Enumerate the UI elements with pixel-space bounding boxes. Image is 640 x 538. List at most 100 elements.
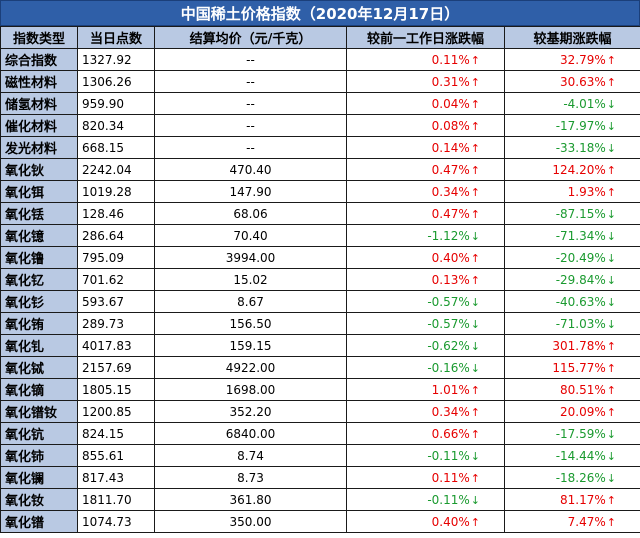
avg-price: 8.74	[154, 444, 347, 467]
day-change-value: 0.11%	[431, 52, 470, 67]
day-change-value: -1.12%	[427, 228, 470, 243]
arrow-up-icon: ↑	[470, 471, 480, 485]
points-value: 2242.04	[82, 162, 132, 177]
avg-price: 15.02	[154, 268, 347, 291]
avg-price-value: 1698.00	[225, 382, 276, 397]
arrow-up-icon: ↑	[470, 75, 480, 89]
index-name-value: 氧化钐	[5, 296, 45, 311]
base-change: 115.77%↑	[504, 356, 640, 379]
day-change: 0.40%↑	[346, 246, 505, 269]
points-value: 701.62	[82, 272, 124, 287]
index-name-value: 氧化镥	[5, 252, 45, 267]
index-name: 氧化钆	[0, 334, 78, 357]
base-change: 32.79%↑	[504, 48, 640, 71]
table-row: 储氢材料 959.90 -- 0.04%↑ -4.01%↓	[0, 92, 640, 115]
points-value: 1811.70	[82, 492, 132, 507]
points-value: 1019.28	[82, 184, 132, 199]
arrow-up-icon: ↑	[470, 141, 480, 155]
avg-price-value: 361.80	[229, 492, 272, 507]
day-change: 0.34%↑	[346, 180, 505, 203]
avg-price: 350.00	[154, 510, 347, 533]
day-change-value: 0.04%	[431, 96, 470, 111]
arrow-up-icon: ↑	[470, 53, 480, 67]
day-change: -0.57%↓	[346, 290, 505, 313]
points: 1200.85	[77, 400, 155, 423]
table-row: 氧化钪 824.15 6840.00 0.66%↑ -17.59%↓	[0, 422, 640, 445]
index-name-value: 发光材料	[5, 142, 58, 157]
index-name-value: 氧化铥	[5, 208, 45, 223]
day-change: 0.11%↑	[346, 48, 505, 71]
points-value: 855.61	[82, 448, 124, 463]
header-points: 当日点数	[77, 26, 155, 49]
base-change: -87.15%↓	[504, 202, 640, 225]
day-change: 0.47%↑	[346, 202, 505, 225]
arrow-down-icon: ↓	[606, 251, 616, 265]
table-row: 氧化铈 855.61 8.74 -0.11%↓ -14.44%↓	[0, 444, 640, 467]
arrow-down-icon: ↓	[470, 449, 480, 463]
base-change: -17.59%↓	[504, 422, 640, 445]
arrow-up-icon: ↑	[470, 97, 480, 111]
avg-price-value: 70.40	[233, 228, 268, 243]
arrow-down-icon: ↓	[606, 317, 616, 331]
points-value: 286.64	[82, 228, 124, 243]
avg-price-value: 350.00	[229, 514, 272, 529]
day-change-value: -0.11%	[427, 448, 470, 463]
avg-price: 361.80	[154, 488, 347, 511]
avg-price: 1698.00	[154, 378, 347, 401]
points: 286.64	[77, 224, 155, 247]
arrow-down-icon: ↓	[606, 273, 616, 287]
avg-price-value: 8.74	[237, 448, 264, 463]
day-change-value: 0.14%	[431, 140, 470, 155]
avg-price: 156.50	[154, 312, 347, 335]
day-change: 0.40%↑	[346, 510, 505, 533]
day-change: 0.47%↑	[346, 158, 505, 181]
index-name-value: 氧化镨钕	[5, 406, 58, 421]
index-name-value: 氧化镱	[5, 230, 45, 245]
arrow-up-icon: ↑	[606, 339, 616, 353]
day-change: -0.62%↓	[346, 334, 505, 357]
day-change-value: -0.16%	[427, 360, 470, 375]
avg-price: 159.15	[154, 334, 347, 357]
arrow-up-icon: ↑	[470, 515, 480, 529]
base-change: -18.26%↓	[504, 466, 640, 489]
index-name: 氧化铈	[0, 444, 78, 467]
avg-price: 3994.00	[154, 246, 347, 269]
arrow-down-icon: ↓	[470, 317, 480, 331]
day-change-value: -0.62%	[427, 338, 470, 353]
day-change: -0.57%↓	[346, 312, 505, 335]
base-change: 81.17%↑	[504, 488, 640, 511]
arrow-down-icon: ↓	[606, 427, 616, 441]
base-change-value: -71.34%	[555, 228, 606, 243]
header-row: 指数类型 当日点数 结算均价（元/千克） 较前一工作日涨跌幅 较基期涨跌幅	[0, 26, 640, 49]
index-name: 氧化钬	[0, 158, 78, 181]
avg-price-value: 156.50	[229, 316, 272, 331]
points: 4017.83	[77, 334, 155, 357]
arrow-down-icon: ↓	[606, 471, 616, 485]
index-name: 氧化镨	[0, 510, 78, 533]
day-change: 0.13%↑	[346, 268, 505, 291]
index-name: 氧化铥	[0, 202, 78, 225]
points: 1805.15	[77, 378, 155, 401]
points: 1019.28	[77, 180, 155, 203]
index-name: 磁性材料	[0, 70, 78, 93]
points-value: 593.67	[82, 294, 124, 309]
points-value: 824.15	[82, 426, 124, 441]
base-change-value: 124.20%	[552, 162, 606, 177]
avg-price-value: 4922.00	[225, 360, 276, 375]
avg-price-value: 147.90	[229, 184, 272, 199]
index-name: 氧化钪	[0, 422, 78, 445]
points: 817.43	[77, 466, 155, 489]
arrow-up-icon: ↑	[606, 383, 616, 397]
points: 1074.73	[77, 510, 155, 533]
arrow-up-icon: ↑	[606, 185, 616, 199]
index-name-value: 磁性材料	[5, 76, 58, 91]
table-row: 氧化铒 1019.28 147.90 0.34%↑ 1.93%↑	[0, 180, 640, 203]
avg-price-value: 8.67	[237, 294, 264, 309]
day-change-value: 0.40%	[431, 514, 470, 529]
table-row: 氧化铽 2157.69 4922.00 -0.16%↓ 115.77%↑	[0, 356, 640, 379]
base-change-value: -18.26%	[555, 470, 606, 485]
points-value: 1074.73	[82, 514, 132, 529]
arrow-down-icon: ↓	[606, 207, 616, 221]
index-name: 氧化镥	[0, 246, 78, 269]
base-change: -17.97%↓	[504, 114, 640, 137]
